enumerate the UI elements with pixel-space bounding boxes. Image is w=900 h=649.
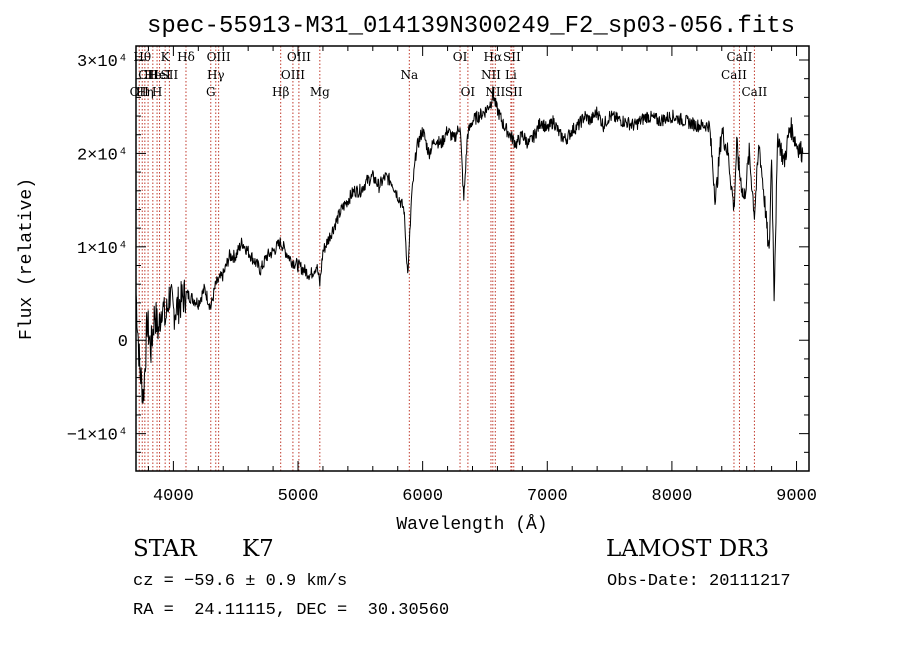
- x-tick-label: 8000: [652, 487, 693, 506]
- x-tick-label: 4000: [153, 487, 194, 506]
- y-tick-label: 1×10⁴: [77, 240, 128, 259]
- line-label-17: Na: [400, 68, 418, 82]
- x-axis: 4000 5000 6000 7000 8000 9000: [147, 46, 817, 506]
- y-tick-label: 3×10⁴: [77, 53, 128, 72]
- line-label-0: OII: [130, 85, 150, 99]
- line-label-16: Mg: [310, 85, 330, 99]
- survey-name: LAMOST DR3: [606, 536, 770, 562]
- line-label-7: K: [161, 50, 171, 64]
- redshift-velocity: cz = −59.6 ± 0.9 km/s: [133, 572, 348, 591]
- line-label-27: CaII: [727, 50, 753, 64]
- line-label-22: NII: [485, 85, 505, 99]
- chart-title: spec-55913-M31_014139N300249_F2_sp03-056…: [147, 13, 795, 40]
- line-label-26: CaII: [721, 68, 747, 82]
- line-label-23: SII: [503, 50, 521, 64]
- line-label-6: HeI: [148, 68, 171, 82]
- line-label-25: SII: [505, 85, 523, 99]
- line-label-4: He: [144, 68, 162, 82]
- line-label-11: Hγ: [207, 68, 225, 82]
- x-tick-label: 9000: [776, 487, 817, 506]
- line-label-20: NII: [481, 68, 501, 82]
- plot-frame: [135, 45, 810, 472]
- line-label-21: Hα: [484, 50, 503, 64]
- y-axis: −1×10⁴ 0 1×10⁴ 2×10⁴ 3×10⁴: [67, 53, 809, 453]
- line-label-28: CaII: [741, 85, 767, 99]
- line-label-9: Hδ: [177, 50, 195, 64]
- line-label-19: OI: [461, 85, 476, 99]
- spectral-line-markers: [138, 46, 755, 471]
- line-label-2: Hη: [136, 85, 154, 99]
- line-label-15: OIII: [287, 50, 311, 64]
- y-axis-label: Flux (relative): [17, 178, 37, 340]
- line-label-12: OIII: [207, 50, 231, 64]
- spectral-line-labels: OIIHθHηCHHeHHeIKSIIHδGHγOIIIHβOIIIOIIIMg…: [130, 50, 768, 99]
- object-type: STAR: [133, 536, 197, 562]
- x-tick-label: 6000: [402, 487, 443, 506]
- x-axis-label: Wavelength (Å): [396, 514, 547, 535]
- line-label-10: G: [206, 85, 216, 99]
- line-label-14: OIII: [281, 68, 305, 82]
- line-label-3: CH: [138, 68, 158, 82]
- line-label-24: Li: [505, 68, 517, 82]
- observation-date: Obs-Date: 20111217: [607, 572, 791, 591]
- ra-dec-coordinates: RA = 24.11115, DEC = 30.30560: [133, 601, 450, 620]
- y-tick-label: 0: [118, 333, 128, 352]
- line-label-13: Hβ: [272, 85, 289, 99]
- x-tick-label: 7000: [527, 487, 568, 506]
- line-label-18: OI: [453, 50, 468, 64]
- x-tick-label: 5000: [278, 487, 319, 506]
- line-label-8: SII: [161, 68, 179, 82]
- spectral-class: K7: [242, 536, 274, 562]
- y-tick-label: −1×10⁴: [67, 427, 128, 446]
- flux-series-line: [135, 86, 804, 404]
- line-label-5: H: [152, 85, 162, 99]
- y-tick-label: 2×10⁴: [77, 146, 128, 165]
